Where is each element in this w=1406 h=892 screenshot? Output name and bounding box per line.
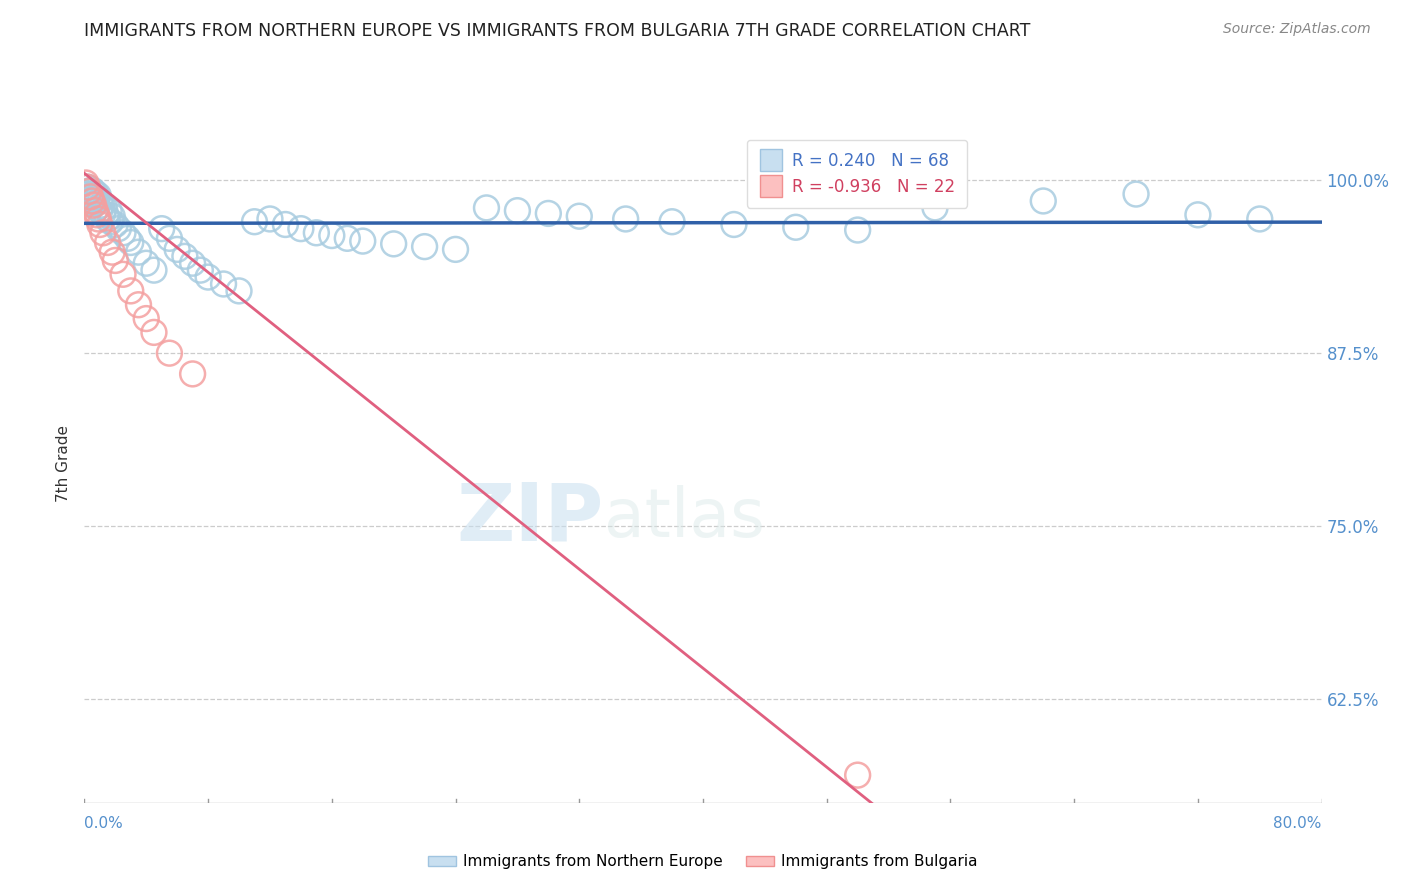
Point [188,263,212,277]
Point [107,221,129,235]
Point [785,220,807,235]
Point [336,231,359,245]
Point [82,194,104,208]
Point [104,253,127,268]
Point [212,277,235,291]
Point [77,184,100,198]
Point [86,191,108,205]
Point [120,284,142,298]
Point [128,298,150,312]
Point [75,187,97,202]
Point [87,188,110,202]
Point [83,198,105,212]
Point [82,194,104,208]
Point [93,201,115,215]
Point [89,218,111,232]
Point [259,211,281,226]
Point [94,208,117,222]
Point [91,206,114,220]
Point [79,190,101,204]
Point [135,256,157,270]
Point [89,194,111,208]
Point [100,215,122,229]
Point [568,209,591,223]
Text: atlas: atlas [605,485,765,551]
Point [83,190,105,204]
Point [79,193,101,207]
Point [75,176,97,190]
Point [120,235,142,250]
Point [1032,194,1054,208]
Point [382,236,405,251]
Point [413,239,436,253]
Point [76,180,98,194]
Point [77,190,100,204]
Point [1125,187,1147,202]
Point [84,203,107,218]
Point [166,243,188,257]
Point [84,196,107,211]
Point [159,346,181,360]
Point [661,215,683,229]
Text: 0.0%: 0.0% [84,816,124,831]
Point [243,215,266,229]
Point [101,245,124,260]
Point [97,211,120,226]
Point [135,311,157,326]
Legend: R = 0.240   N = 68, R = -0.936   N = 22: R = 0.240 N = 68, R = -0.936 N = 22 [747,140,967,208]
Point [117,231,139,245]
Point [159,231,181,245]
Point [112,268,135,282]
Legend: Immigrants from Northern Europe, Immigrants from Bulgaria: Immigrants from Northern Europe, Immigra… [422,848,984,875]
Point [321,228,343,243]
Point [143,263,166,277]
Point [86,201,108,215]
Point [91,226,114,240]
Point [537,206,560,220]
Point [90,198,112,212]
Point [228,284,250,298]
Point [846,768,869,782]
Text: Source: ZipAtlas.com: Source: ZipAtlas.com [1223,22,1371,37]
Point [352,234,374,248]
Y-axis label: 7th Grade: 7th Grade [56,425,72,502]
Point [82,183,104,197]
Point [274,218,297,232]
Point [76,194,98,208]
Point [723,218,745,232]
Text: IMMIGRANTS FROM NORTHERN EUROPE VS IMMIGRANTS FROM BULGARIA 7TH GRADE CORRELATIO: IMMIGRANTS FROM NORTHERN EUROPE VS IMMIG… [84,22,1031,40]
Point [174,249,197,263]
Point [112,226,135,240]
Point [79,187,101,202]
Text: 80.0%: 80.0% [1274,816,1322,831]
Point [77,184,100,198]
Point [150,221,173,235]
Point [98,203,121,218]
Point [104,218,127,232]
Point [475,201,498,215]
Point [83,195,105,210]
Point [181,367,204,381]
Point [1187,208,1209,222]
Point [143,326,166,340]
Point [86,208,108,222]
Point [181,256,204,270]
Point [614,211,637,226]
Point [89,203,111,218]
Point [1249,211,1271,226]
Point [290,221,312,235]
Point [305,226,328,240]
Point [924,201,946,215]
Point [101,209,124,223]
Point [76,180,98,194]
Point [128,245,150,260]
Point [84,186,107,200]
Point [506,203,529,218]
Text: ZIP: ZIP [457,479,605,558]
Point [846,223,869,237]
Point [197,270,219,285]
Point [97,235,120,250]
Point [444,243,467,257]
Point [87,211,110,226]
